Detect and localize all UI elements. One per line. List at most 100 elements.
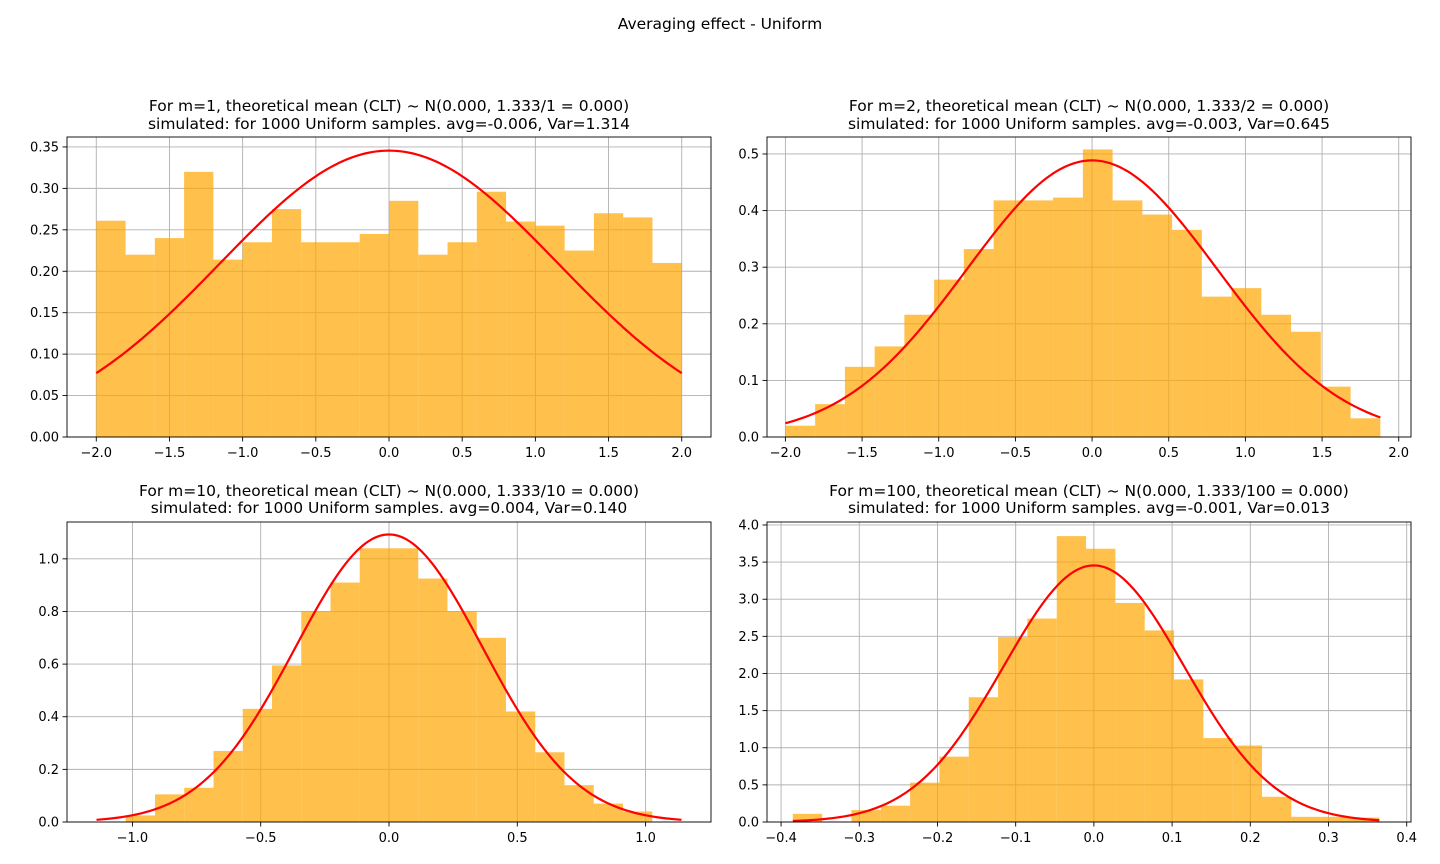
- histogram-bar: [1350, 418, 1381, 437]
- histogram-bar: [815, 404, 845, 437]
- x-tick-label: 0.3: [1318, 831, 1339, 846]
- histogram-bar: [1201, 296, 1232, 437]
- histogram-bar: [1172, 229, 1202, 437]
- y-tick-label: 0.30: [30, 182, 59, 197]
- x-tick-label: −2.0: [80, 446, 112, 461]
- histogram-bar: [993, 200, 1024, 437]
- histogram-bar: [904, 314, 935, 437]
- histogram-bar: [1142, 214, 1173, 437]
- histogram-bar: [535, 225, 565, 437]
- x-tick-label: 1.0: [525, 446, 546, 461]
- y-tick-label: 3.5: [738, 556, 759, 571]
- histogram-bar: [96, 220, 126, 437]
- histogram-bar: [934, 279, 964, 437]
- x-tick-label: −0.2: [922, 831, 954, 846]
- histogram-bar: [389, 200, 419, 437]
- y-tick-label: 2.5: [738, 630, 759, 645]
- x-tick-label: 0.5: [452, 446, 473, 461]
- y-tick-label: 0.10: [30, 348, 59, 363]
- histogram-bar: [1291, 331, 1321, 437]
- normal-pdf-curve: [95, 149, 683, 375]
- histogram-bar: [874, 346, 905, 437]
- histogram-bar: [880, 805, 911, 822]
- histogram-bar: [213, 259, 243, 437]
- histogram-bar: [1261, 314, 1292, 437]
- y-tick-label: 2.0: [738, 667, 759, 682]
- histogram-bar: [910, 782, 940, 822]
- x-tick-label: −1.0: [923, 446, 955, 461]
- histogram-bar: [939, 756, 969, 822]
- subplot-title-line1: For m=100, theoretical mean (CLT) ~ N(0.…: [829, 482, 1349, 500]
- subplot-title-line2: simulated: for 1000 Uniform samples. avg…: [848, 499, 1330, 517]
- x-tick-label: −0.1: [1000, 831, 1032, 846]
- histogram-bar: [1086, 548, 1116, 822]
- histogram-bar: [785, 425, 816, 437]
- axes-frame: [766, 521, 1412, 823]
- histogram-bar: [1115, 602, 1145, 822]
- x-tick-label: −0.4: [765, 831, 797, 846]
- histogram-bar: [623, 217, 653, 437]
- x-tick-label: 0.5: [507, 831, 528, 846]
- histogram-bar: [1027, 618, 1057, 822]
- histogram-bar: [1082, 149, 1113, 438]
- subplot-m100: For m=100, theoretical mean (CLT) ~ N(0.…: [738, 482, 1417, 846]
- x-tick-label: 1.0: [1235, 446, 1256, 461]
- subplot-title-line1: For m=10, theoretical mean (CLT) ~ N(0.0…: [139, 482, 639, 500]
- histogram-bar: [505, 711, 536, 822]
- x-tick-label: 1.0: [635, 831, 656, 846]
- histogram-bar: [1144, 630, 1175, 822]
- histogram-bar: [271, 209, 302, 437]
- y-tick-label: 1.0: [38, 552, 59, 567]
- histogram-bar: [1320, 816, 1351, 822]
- y-tick-label: 0.0: [38, 816, 59, 831]
- x-tick-label: −1.0: [227, 446, 259, 461]
- histogram-bar: [1231, 288, 1262, 437]
- histogram-bar: [330, 242, 360, 437]
- histogram-bar: [242, 708, 273, 822]
- y-tick-label: 4.0: [738, 518, 759, 533]
- y-tick-label: 0.35: [30, 140, 59, 155]
- histogram-bar: [844, 366, 875, 437]
- y-tick-label: 0.5: [738, 778, 759, 793]
- subplot-title-line2: simulated: for 1000 Uniform samples. avg…: [148, 115, 630, 133]
- histogram-bar: [1291, 816, 1321, 822]
- histogram-bar: [1203, 738, 1233, 822]
- y-tick-label: 0.4: [738, 204, 759, 219]
- y-tick-label: 0.8: [38, 605, 59, 620]
- histogram-bar: [359, 233, 389, 437]
- histogram-bar: [184, 171, 214, 437]
- y-tick-label: 0.4: [38, 710, 59, 725]
- x-tick-label: −1.0: [117, 831, 149, 846]
- histogram-bar: [389, 548, 419, 822]
- y-tick-label: 3.0: [738, 593, 759, 608]
- histogram-bar: [213, 750, 243, 822]
- histogram-bar: [1023, 200, 1054, 437]
- histogram-bar: [998, 637, 1028, 822]
- y-tick-label: 0.3: [738, 261, 759, 276]
- x-tick-label: 0.0: [1082, 446, 1103, 461]
- x-tick-label: −0.5: [245, 831, 277, 846]
- histogram-bar: [476, 191, 507, 437]
- x-tick-label: −0.5: [300, 446, 332, 461]
- histogram-bar: [418, 578, 448, 822]
- histogram-bar: [1174, 679, 1204, 822]
- subplot-title-line1: For m=1, theoretical mean (CLT) ~ N(0.00…: [149, 97, 629, 115]
- subplot-m1: For m=1, theoretical mean (CLT) ~ N(0.00…: [30, 97, 712, 461]
- histogram-bar: [125, 815, 156, 822]
- normal-pdf-curve: [785, 159, 1381, 425]
- subplot-m2: For m=2, theoretical mean (CLT) ~ N(0.00…: [738, 97, 1412, 461]
- histogram-bar: [476, 637, 506, 822]
- histogram-bar: [851, 810, 881, 822]
- histogram-bar: [622, 811, 653, 822]
- y-tick-label: 0.20: [30, 265, 59, 280]
- x-tick-label: 0.2: [1240, 831, 1261, 846]
- histogram-bar: [125, 254, 155, 437]
- histogram-bar: [1112, 200, 1143, 437]
- x-tick-label: 0.5: [1158, 446, 1179, 461]
- normal-pdf-curve: [96, 533, 682, 821]
- x-tick-label: −2.0: [770, 446, 802, 461]
- y-tick-label: 0.25: [30, 223, 59, 238]
- x-tick-label: 0.0: [379, 831, 400, 846]
- subplot-m10: For m=10, theoretical mean (CLT) ~ N(0.0…: [38, 482, 712, 846]
